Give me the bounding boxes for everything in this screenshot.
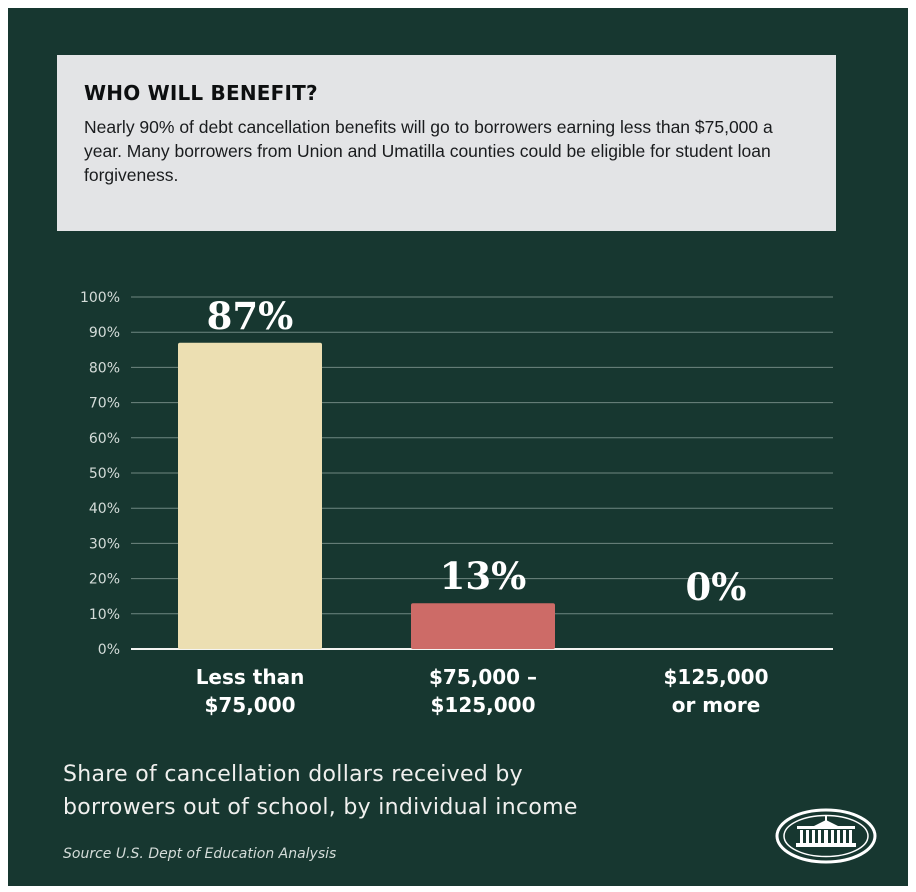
- data-label: 0%: [686, 565, 747, 609]
- x-category-label: $75,000 –: [429, 665, 537, 689]
- info-title: WHO WILL BENEFIT?: [84, 81, 318, 105]
- x-category-label: Less than: [196, 665, 305, 689]
- data-label: 87%: [207, 294, 294, 338]
- chart-caption: Share of cancellation dollars received b…: [63, 758, 703, 824]
- source-note: Source U.S. Dept of Education Analysis: [63, 846, 337, 862]
- x-category-label: $125,000: [430, 693, 535, 717]
- y-tick-label: 90%: [89, 325, 120, 341]
- x-category-label: $75,000: [204, 693, 295, 717]
- y-tick-label: 80%: [89, 360, 120, 376]
- y-tick-label: 0%: [98, 642, 120, 658]
- bar: [178, 342, 322, 649]
- y-axis-ticks: 0% 10% 20% 30% 40% 50% 60% 70% 80% 90% 100%: [80, 290, 120, 658]
- bar: [411, 603, 555, 649]
- data-labels: 87% 13% 0%: [207, 294, 747, 609]
- y-tick-label: 100%: [80, 290, 120, 306]
- chart-caption-line: Share of cancellation dollars received b…: [63, 762, 523, 787]
- y-tick-label: 40%: [89, 501, 120, 517]
- x-category-label: $125,000: [663, 665, 768, 689]
- y-tick-label: 20%: [89, 572, 120, 588]
- y-tick-label: 10%: [89, 607, 120, 623]
- bars: [178, 342, 555, 649]
- x-axis-categories: Less than $75,000 $75,000 – $125,000 $125,00…: [196, 665, 769, 717]
- y-tick-label: 70%: [89, 396, 120, 412]
- y-tick-label: 30%: [89, 536, 120, 552]
- white-house-seal-icon: [775, 808, 877, 864]
- y-tick-label: 60%: [89, 431, 120, 447]
- x-category-label: or more: [672, 693, 761, 717]
- chart-caption-line: borrowers out of school, by individual i…: [63, 795, 578, 820]
- y-tick-label: 50%: [89, 466, 120, 482]
- info-box: WHO WILL BENEFIT? Nearly 90% of debt can…: [57, 55, 836, 231]
- info-text: Nearly 90% of debt cancellation benefits…: [84, 117, 773, 185]
- data-label: 13%: [440, 554, 527, 598]
